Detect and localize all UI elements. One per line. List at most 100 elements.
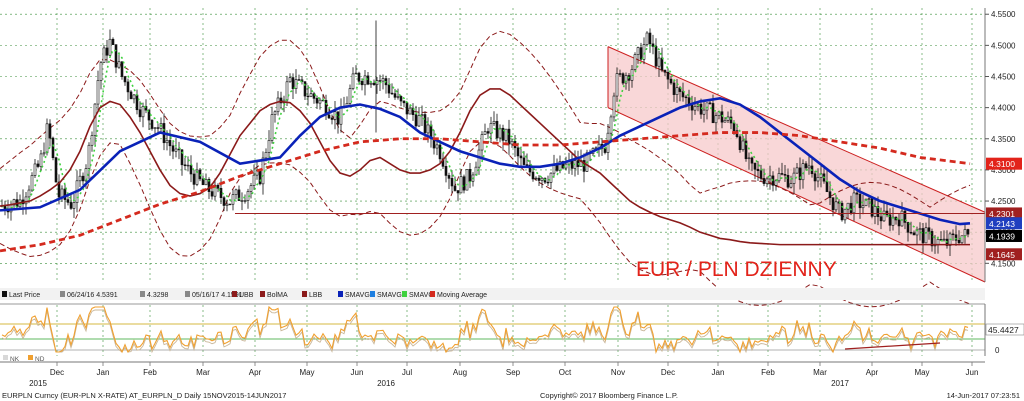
- legend-swatch: [260, 291, 265, 297]
- candle-body: [507, 128, 511, 145]
- candle-body: [285, 81, 289, 101]
- legend-entry: 06/24/16 4.5391: [67, 292, 118, 299]
- candle-body: [648, 32, 652, 45]
- month-label: Nov: [611, 368, 625, 377]
- candle-body: [867, 198, 871, 200]
- candle-body: [789, 183, 793, 188]
- candle-body: [747, 157, 751, 160]
- candle-body: [756, 168, 760, 172]
- candle-body: [516, 147, 520, 157]
- candle-body: [225, 203, 229, 206]
- candle-body: [720, 111, 724, 123]
- price-label-box: [986, 229, 1022, 242]
- candle-body: [447, 175, 451, 179]
- candle-body: [864, 198, 868, 207]
- legend-swatch: [185, 291, 190, 297]
- candle-body: [942, 238, 946, 241]
- legend-entry: 4.3298: [147, 292, 169, 299]
- rsi-panel: 45.4427 0 NK ND: [0, 303, 1024, 363]
- candle-body: [408, 107, 412, 115]
- rsi-trendline: [844, 342, 941, 350]
- candle-body: [438, 144, 442, 160]
- candle-body: [783, 174, 787, 176]
- candle-body: [861, 205, 865, 209]
- candle-body: [48, 123, 52, 139]
- candle-body: [351, 73, 355, 89]
- candle-body: [222, 197, 226, 206]
- legend-entry: 05/16/17 4.1591: [192, 292, 243, 299]
- price-label-box: [986, 217, 1022, 230]
- candle-body: [201, 178, 205, 186]
- candle-body: [900, 210, 904, 227]
- candle-body: [813, 173, 817, 182]
- candle-body: [534, 177, 538, 180]
- candle-body: [132, 94, 136, 100]
- candle-body: [195, 169, 199, 185]
- candle-body: [918, 228, 922, 230]
- candle-body: [801, 163, 805, 181]
- candle-body: [129, 91, 133, 100]
- candle-body: [240, 200, 244, 202]
- price-label-text: 4.3100: [989, 159, 1015, 169]
- candle-body: [42, 152, 46, 155]
- month-label: May: [299, 368, 314, 377]
- candle-body: [150, 119, 154, 129]
- price-label-text: 4.2301: [989, 209, 1015, 219]
- candle-body: [390, 92, 394, 95]
- candle-body: [303, 81, 307, 97]
- candle-body: [873, 206, 877, 217]
- candle-body: [639, 47, 643, 60]
- candle-body: [69, 202, 73, 209]
- month-label: Dec: [50, 368, 64, 377]
- candle-body: [750, 157, 754, 164]
- candle-body: [741, 140, 745, 150]
- candle-body: [711, 103, 715, 124]
- candle-body: [552, 165, 556, 174]
- candle-body: [615, 73, 619, 97]
- candle-body: [186, 164, 190, 167]
- candle-body: [174, 148, 178, 152]
- candle-body: [714, 115, 718, 124]
- candle-body: [699, 103, 703, 115]
- candle-body: [930, 231, 934, 247]
- price-tick-label: 4.3500: [991, 135, 1016, 144]
- legend-entry: SMAVG: [345, 292, 370, 299]
- candle-body: [642, 44, 646, 60]
- candle-body: [249, 185, 253, 192]
- candle-body: [636, 47, 640, 55]
- candle-body: [81, 175, 85, 182]
- candle-body: [474, 166, 478, 176]
- legend-entry: UBB: [239, 292, 254, 299]
- month-label: Aug: [453, 368, 467, 377]
- candle-body: [708, 102, 712, 104]
- candle-body: [120, 61, 124, 77]
- rsi-legend-swatch: [28, 355, 33, 360]
- rsi-nk-line: [1, 305, 969, 355]
- candle-body: [762, 178, 766, 184]
- candle-body: [171, 145, 175, 152]
- candle-body: [264, 151, 268, 159]
- candle-body: [903, 210, 907, 223]
- candle-body: [645, 32, 649, 45]
- candle-body: [540, 177, 544, 181]
- candle-body: [840, 202, 844, 221]
- candle-body: [78, 175, 82, 182]
- candle-body: [39, 153, 43, 167]
- candle-body: [510, 140, 514, 145]
- rsi-value-box: [985, 323, 1024, 336]
- candle-body: [723, 120, 727, 123]
- month-label: Feb: [761, 368, 775, 377]
- rsi-value-label: 45.4427: [988, 325, 1019, 335]
- candle-body: [411, 107, 415, 115]
- candle-body: [501, 127, 505, 141]
- candle-body: [675, 87, 679, 95]
- candle-body: [669, 78, 673, 84]
- candle-body: [216, 184, 220, 189]
- candle-body: [369, 82, 373, 85]
- candle-body: [960, 235, 964, 244]
- footer-left: EURPLN Curncy (EUR-PLN X-RATE) AT_EURPLN…: [2, 391, 286, 400]
- candle-body: [228, 203, 232, 206]
- candle-body: [879, 216, 883, 222]
- candle-body: [828, 191, 832, 198]
